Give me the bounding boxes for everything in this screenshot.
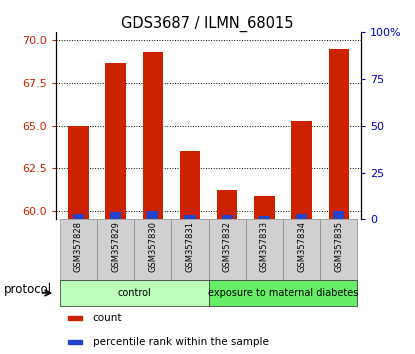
Text: count: count <box>93 313 122 323</box>
Bar <box>246 219 283 280</box>
Bar <box>147 211 159 219</box>
Bar <box>110 212 121 219</box>
Text: GSM357832: GSM357832 <box>222 221 232 272</box>
Bar <box>68 340 82 344</box>
Bar <box>254 196 275 219</box>
Text: GSM357834: GSM357834 <box>297 221 306 272</box>
Bar <box>209 219 246 280</box>
Bar <box>320 219 357 280</box>
Bar <box>283 219 320 280</box>
Bar <box>73 214 84 219</box>
Bar <box>333 211 344 219</box>
Bar <box>68 316 82 320</box>
Text: GSM357828: GSM357828 <box>74 221 83 272</box>
Text: percentile rank within the sample: percentile rank within the sample <box>93 337 269 347</box>
Text: GSM357835: GSM357835 <box>334 221 343 272</box>
Text: exposure to maternal diabetes: exposure to maternal diabetes <box>208 288 358 298</box>
Text: control: control <box>117 288 151 298</box>
Bar <box>105 63 126 219</box>
Bar <box>134 219 171 280</box>
Bar <box>97 219 134 280</box>
Bar <box>217 190 237 219</box>
Bar <box>68 126 88 219</box>
Text: GSM357833: GSM357833 <box>260 221 269 273</box>
Bar <box>296 214 307 219</box>
Bar <box>60 280 209 306</box>
Text: GSM357829: GSM357829 <box>111 221 120 272</box>
Text: GDS3687 / ILMN_68015: GDS3687 / ILMN_68015 <box>121 16 294 32</box>
Bar <box>259 216 270 219</box>
Bar <box>60 219 97 280</box>
Bar <box>222 215 233 219</box>
Bar <box>171 219 209 280</box>
Text: protocol: protocol <box>4 283 52 296</box>
Bar <box>209 280 357 306</box>
Bar <box>180 151 200 219</box>
Bar <box>142 52 163 219</box>
Text: GSM357831: GSM357831 <box>186 221 195 272</box>
Bar <box>184 215 195 219</box>
Bar <box>329 49 349 219</box>
Bar <box>291 121 312 219</box>
Text: GSM357830: GSM357830 <box>148 221 157 272</box>
